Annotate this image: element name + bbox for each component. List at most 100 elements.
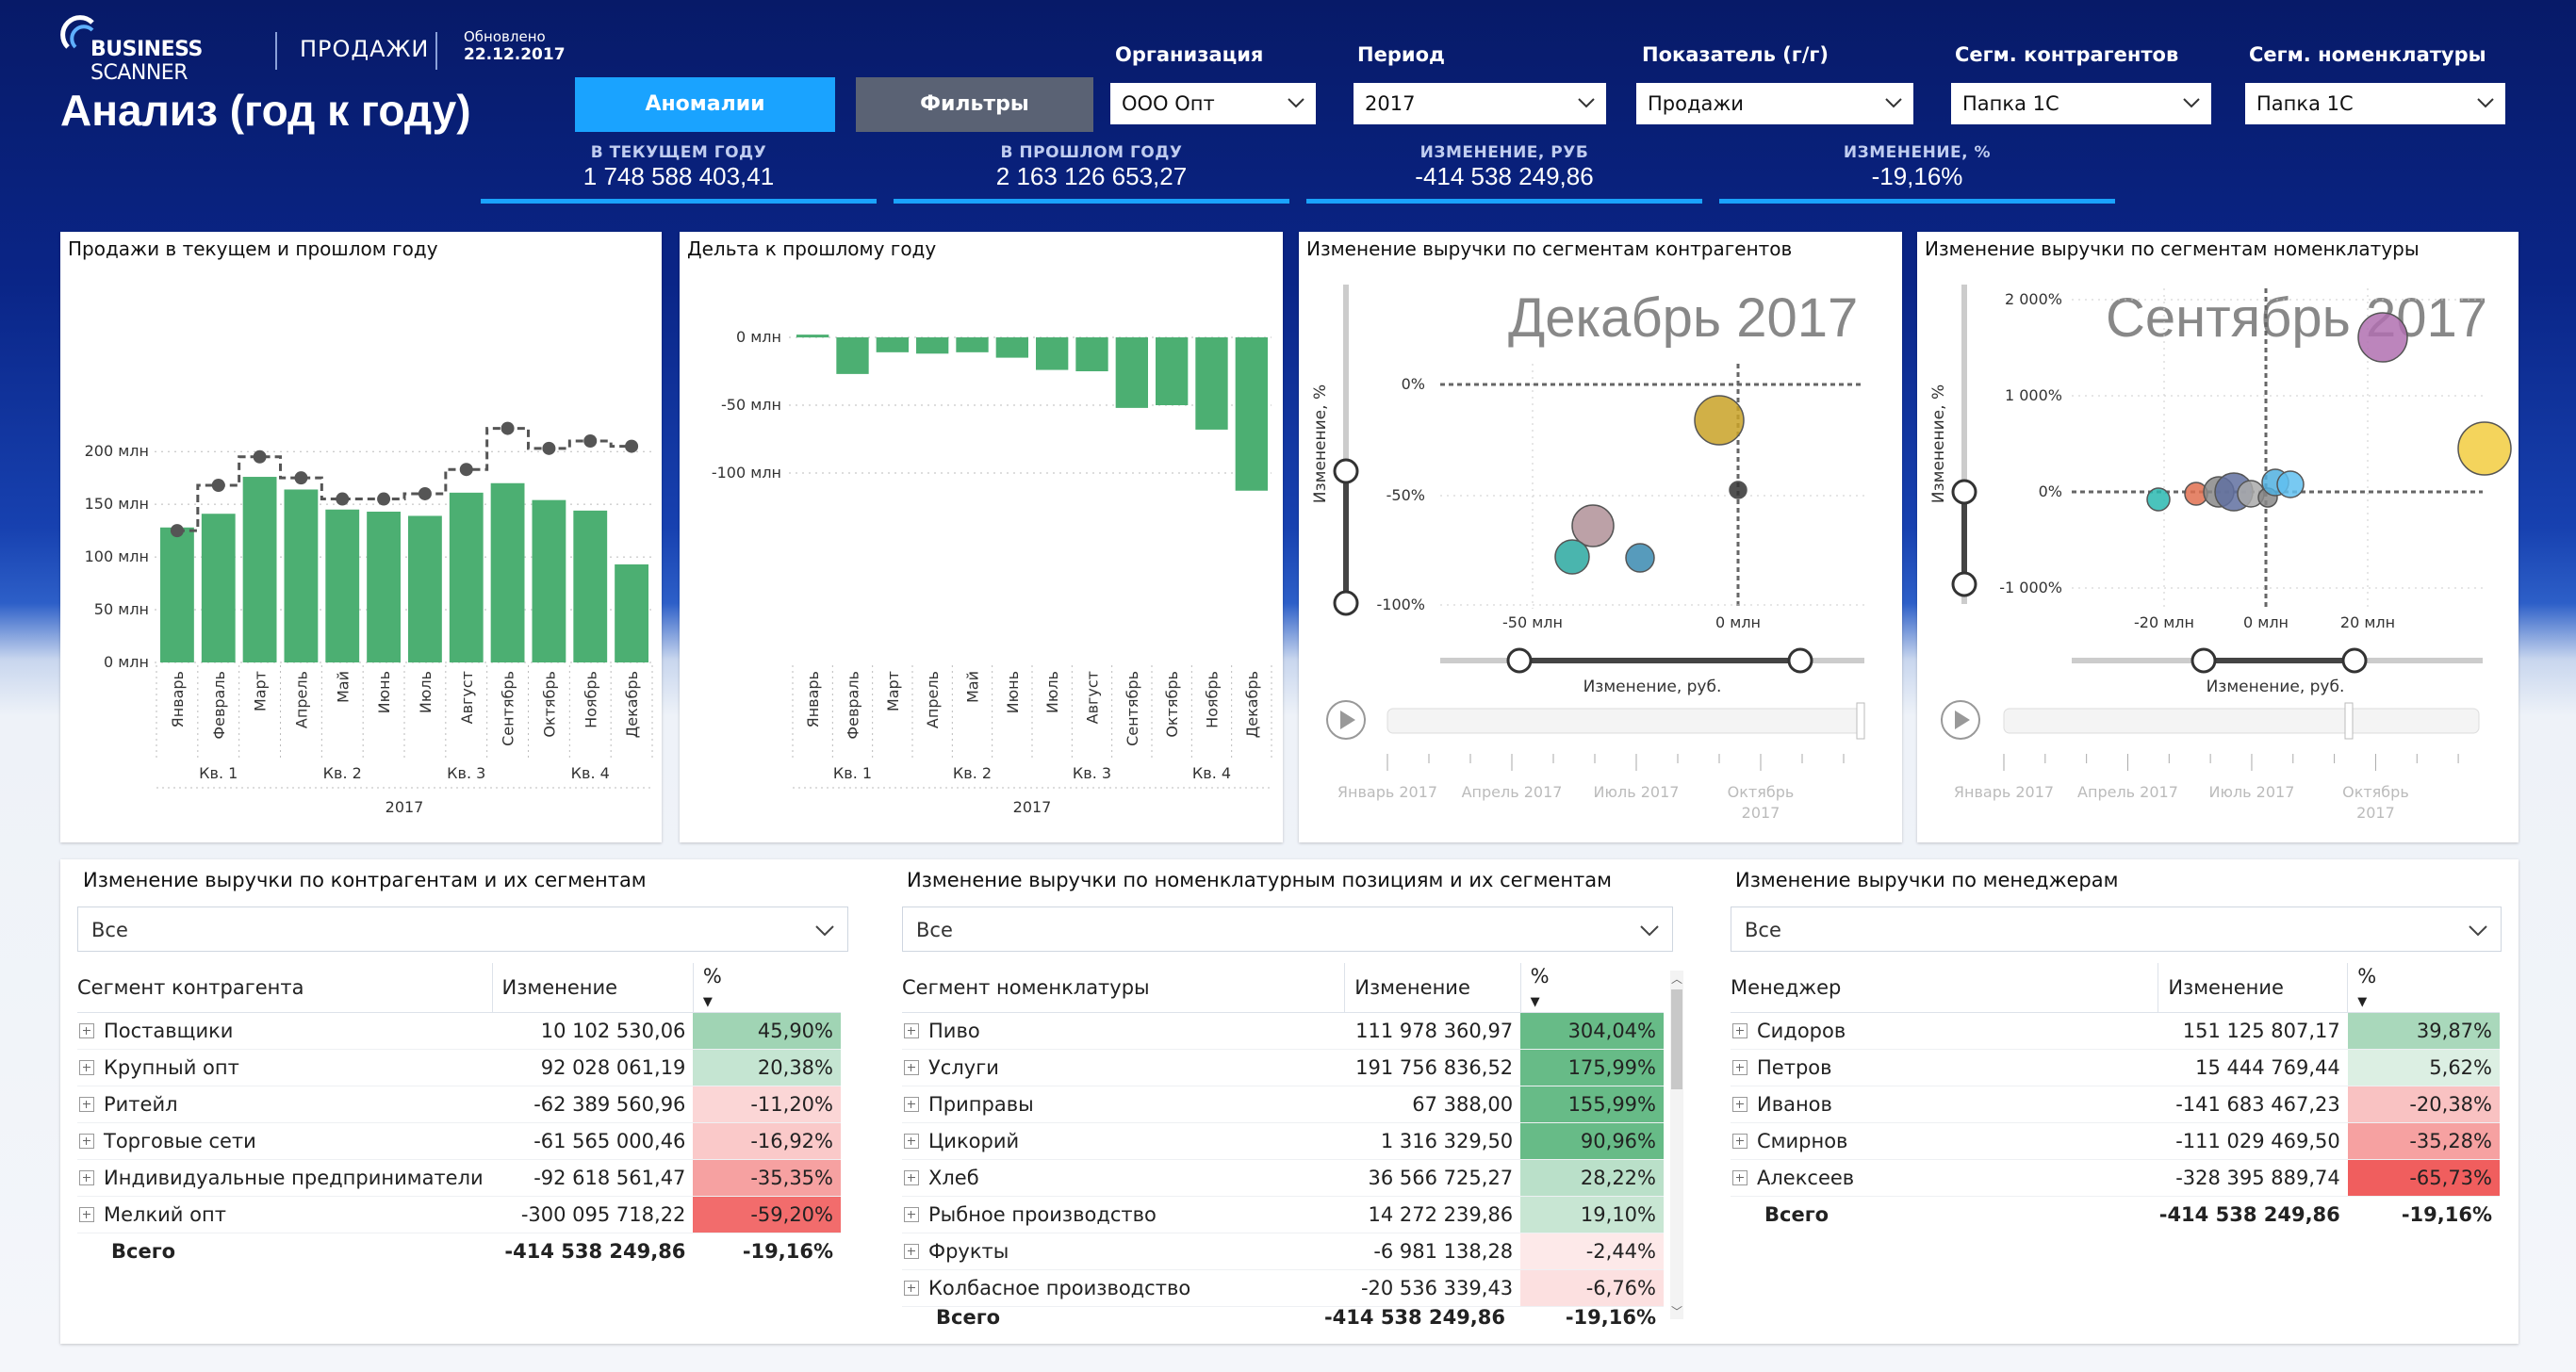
line-point xyxy=(253,449,267,464)
chevron-down-icon[interactable]: ﹀ xyxy=(1671,1305,1683,1318)
expand-icon[interactable] xyxy=(79,1060,94,1075)
x-tick-label: Март xyxy=(884,671,902,711)
expand-icon[interactable] xyxy=(79,1134,94,1149)
table-scrollbar[interactable]: ︿ ﹀ xyxy=(1670,971,1683,1319)
line-point xyxy=(542,441,556,455)
expand-icon[interactable] xyxy=(904,1281,919,1296)
x-slider-handle xyxy=(2341,647,2368,674)
counterparty-segment-dropdown[interactable]: Папка 1С xyxy=(1951,83,2211,124)
x-tick-label: Июнь xyxy=(1004,671,1022,713)
bar xyxy=(490,482,525,662)
x-tick-label: Декабрь xyxy=(623,671,641,738)
expand-icon[interactable] xyxy=(1732,1134,1747,1149)
table-row[interactable]: Мелкий опт -300 095 718,22 -59,20% xyxy=(77,1196,841,1233)
expand-icon[interactable] xyxy=(904,1097,919,1112)
table-row[interactable]: Поставщики 10 102 530,06 45,90% xyxy=(77,1012,841,1050)
x-tick-label: Ноябрь xyxy=(1204,671,1222,728)
nomenclature-filter-select[interactable]: Все xyxy=(902,906,1673,952)
table-row[interactable]: Сидоров 151 125 807,17 39,87% xyxy=(1731,1012,2500,1050)
x-axis-label: Изменение, руб. xyxy=(1583,678,1722,696)
table-row[interactable]: Ритейл -62 389 560,96 -11,20% xyxy=(77,1086,841,1123)
expand-icon[interactable] xyxy=(79,1170,94,1185)
column-header[interactable]: Изменение xyxy=(1344,963,1521,1013)
column-header[interactable]: Сегмент контрагента xyxy=(77,963,492,1013)
anomalies-button[interactable]: Аномалии xyxy=(575,77,835,132)
table-row[interactable]: Фрукты -6 981 138,28 -2,44% xyxy=(902,1233,1664,1270)
expand-icon[interactable] xyxy=(79,1023,94,1038)
chart-title: Продажи в текущем и прошлом году xyxy=(68,237,438,260)
table-row[interactable]: Колбасное производство -20 536 339,43 -6,7… xyxy=(902,1269,1664,1307)
table-row[interactable]: Иванов -141 683 467,23 -20,38% xyxy=(1731,1086,2500,1123)
expand-icon[interactable] xyxy=(1732,1060,1747,1075)
table-row[interactable]: Торговые сети -61 565 000,46 -16,92% xyxy=(77,1122,841,1160)
bar xyxy=(325,509,360,662)
expand-icon[interactable] xyxy=(1732,1170,1747,1185)
timeline-track xyxy=(1386,708,1865,734)
counterparty-scatter-chart: Изменение, % 0% -50% -100% -50 млн 0 млн Измен… xyxy=(1311,285,1865,822)
bubble xyxy=(1571,504,1615,547)
timeline-label: Июль 2017 xyxy=(1594,783,1680,801)
table-row[interactable]: Приправы 67 388,00 155,99% xyxy=(902,1086,1664,1123)
column-header[interactable]: Изменение xyxy=(491,963,694,1013)
table-row[interactable]: Хлеб 36 566 725,27 28,22% xyxy=(902,1159,1664,1197)
scrollbar-thumb[interactable] xyxy=(1671,989,1682,1089)
counterparty-filter-select[interactable]: Все xyxy=(77,906,848,952)
period-dropdown[interactable]: 2017 xyxy=(1354,83,1606,124)
organization-dropdown[interactable]: ООО Опт xyxy=(1110,83,1316,124)
filters-button[interactable]: Фильтры xyxy=(856,77,1093,132)
expand-icon[interactable] xyxy=(79,1207,94,1222)
table-row[interactable]: Алексеев -328 395 889,74 -65,73% xyxy=(1731,1159,2500,1197)
expand-icon[interactable] xyxy=(904,1170,919,1185)
column-header[interactable]: Менеджер xyxy=(1731,963,2158,1013)
timeline-label: 2017 xyxy=(1742,804,1780,822)
x-tick-label: Май xyxy=(964,671,982,703)
row-label: Рыбное производство xyxy=(902,1196,1345,1233)
chevron-down-icon xyxy=(1885,98,1902,108)
indicator-dropdown[interactable]: Продажи xyxy=(1636,83,1913,124)
x-tick-label: Август xyxy=(458,671,476,724)
expand-icon[interactable] xyxy=(904,1244,919,1259)
logo: BUSINESS SCANNER xyxy=(60,15,258,85)
bubble xyxy=(2146,487,2171,512)
expand-icon[interactable] xyxy=(79,1097,94,1112)
table-row[interactable]: Услуги 191 756 836,52 175,99% xyxy=(902,1049,1664,1086)
column-header[interactable]: Сегмент номенклатуры xyxy=(902,963,1345,1013)
expand-icon[interactable] xyxy=(904,1207,919,1222)
table-row[interactable]: Цикорий 1 316 329,50 90,96% xyxy=(902,1122,1664,1160)
table-row[interactable]: Рыбное производство 14 272 239,86 19,10% xyxy=(902,1196,1664,1233)
kpi-underline xyxy=(481,199,877,204)
filter-label-indicator: Показатель (г/г) xyxy=(1642,43,1829,66)
expand-icon[interactable] xyxy=(1732,1023,1747,1038)
row-label: Индивидуальные предприниматели xyxy=(77,1159,492,1197)
table-row[interactable]: Петров 15 444 769,44 5,62% xyxy=(1731,1049,2500,1086)
bar xyxy=(201,514,236,662)
table-row[interactable]: Смирнов -111 029 469,50 -35,28% xyxy=(1731,1122,2500,1160)
expand-icon[interactable] xyxy=(1732,1097,1747,1112)
kpi-previous-year: В ПРОШЛОМ ГОДУ 2 163 126 653,27 xyxy=(894,143,1289,204)
row-label: Иванов xyxy=(1731,1086,2158,1123)
table-row[interactable]: Пиво 111 978 360,97 304,04% xyxy=(902,1012,1664,1050)
row-pct: -11,20% xyxy=(693,1086,841,1123)
table-row[interactable]: Индивидуальные предприниматели -92 618 56… xyxy=(77,1159,841,1197)
expand-icon[interactable] xyxy=(904,1134,919,1149)
table-header-row: Сегмент номенклатуры Изменение % ▼ xyxy=(902,963,1664,1013)
select-value: Все xyxy=(91,919,128,941)
column-header[interactable]: Изменение xyxy=(2158,963,2348,1013)
expand-icon[interactable] xyxy=(904,1060,919,1075)
table-row[interactable]: Крупный опт 92 028 061,19 20,38% xyxy=(77,1049,841,1086)
nomenclature-segment-dropdown[interactable]: Папка 1С xyxy=(2245,83,2505,124)
x-tick-label: Май xyxy=(334,671,352,703)
row-label: Крупный опт xyxy=(77,1049,492,1086)
quarter-label: Кв. 2 xyxy=(323,764,362,782)
manager-filter-select[interactable]: Все xyxy=(1731,906,2502,952)
quarter-label: Кв. 2 xyxy=(953,764,992,782)
timeline-label: 2017 xyxy=(2356,804,2395,822)
expand-icon[interactable] xyxy=(904,1023,919,1038)
column-header-pct[interactable]: % ▼ xyxy=(1519,963,1664,1013)
column-header-pct[interactable]: % ▼ xyxy=(692,963,841,1013)
bar xyxy=(1235,337,1268,491)
column-header-pct[interactable]: % ▼ xyxy=(2347,963,2500,1013)
chevron-up-icon[interactable]: ︿ xyxy=(1671,972,1683,986)
row-change: -62 389 560,96 xyxy=(492,1086,694,1123)
row-change: 67 388,00 xyxy=(1344,1086,1521,1123)
